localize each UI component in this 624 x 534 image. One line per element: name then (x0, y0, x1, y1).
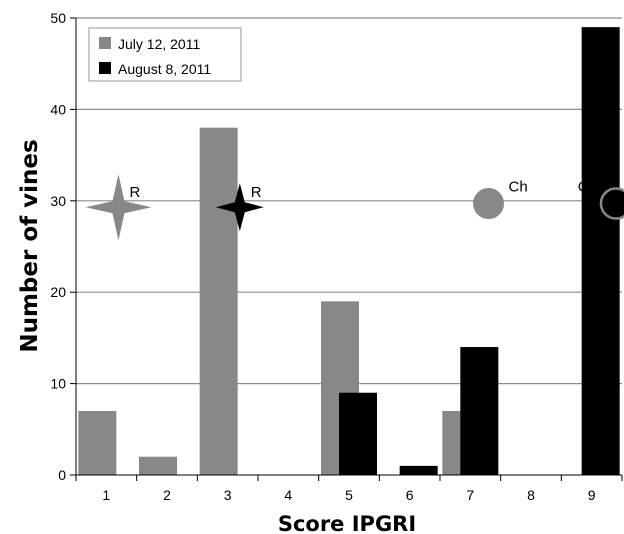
legend-swatch-july (99, 37, 111, 49)
annotation-markers: R R Ch Ch (85, 174, 624, 241)
legend-label-august: August 8, 2011 (118, 61, 211, 77)
bar-s1-7 (460, 347, 499, 475)
star-marker-0 (85, 174, 152, 241)
marker-label-0: R (129, 184, 140, 201)
x-axis-title: Score IPGRI (278, 512, 416, 534)
x-tick-label-8: 8 (527, 487, 535, 503)
y-tick-label-30: 30 (50, 193, 66, 209)
bars (78, 27, 620, 476)
y-tick-label-40: 40 (50, 101, 66, 117)
legend-swatch-august (99, 62, 111, 74)
x-tick-label-6: 6 (406, 487, 414, 503)
y-tick-label-0: 0 (58, 467, 66, 483)
x-tick-label-4: 4 (284, 487, 292, 503)
y-tick-labels: 0 10 20 30 40 50 (50, 10, 66, 483)
marker-label-2: Ch (509, 179, 528, 196)
bar-s0-3 (199, 127, 238, 476)
x-tick-label-7: 7 (466, 487, 474, 503)
marker-label-1: R (251, 184, 262, 201)
x-tick-label-2: 2 (163, 487, 171, 503)
legend-box (88, 27, 242, 82)
circle-marker-2 (473, 188, 505, 220)
bar-s1-9 (581, 27, 620, 475)
bar-s0-1 (78, 411, 117, 475)
legend: July 12, 2011 August 8, 2011 (88, 27, 242, 82)
y-tick-label-10: 10 (50, 376, 66, 392)
gridlines (76, 17, 622, 385)
bar-s1-6 (399, 465, 438, 475)
x-tick-labels: 1 2 3 4 5 6 7 8 9 (102, 487, 595, 503)
axes (70, 17, 623, 481)
x-tick-label-1: 1 (102, 487, 110, 503)
y-tick-label-20: 20 (50, 284, 66, 300)
circle-marker-3 (599, 187, 624, 220)
y-tick-label-50: 50 (50, 10, 66, 26)
star-marker-1 (215, 183, 264, 232)
legend-label-july: July 12, 2011 (118, 36, 200, 52)
x-tick-label-3: 3 (224, 487, 232, 503)
x-tick-label-5: 5 (345, 487, 353, 503)
x-tick-label-9: 9 (588, 487, 596, 503)
marker-label-3: Ch (578, 179, 597, 196)
y-axis-title: Number of vines (17, 139, 43, 352)
bar-s1-5 (339, 392, 377, 475)
bar-s0-2 (139, 456, 177, 475)
